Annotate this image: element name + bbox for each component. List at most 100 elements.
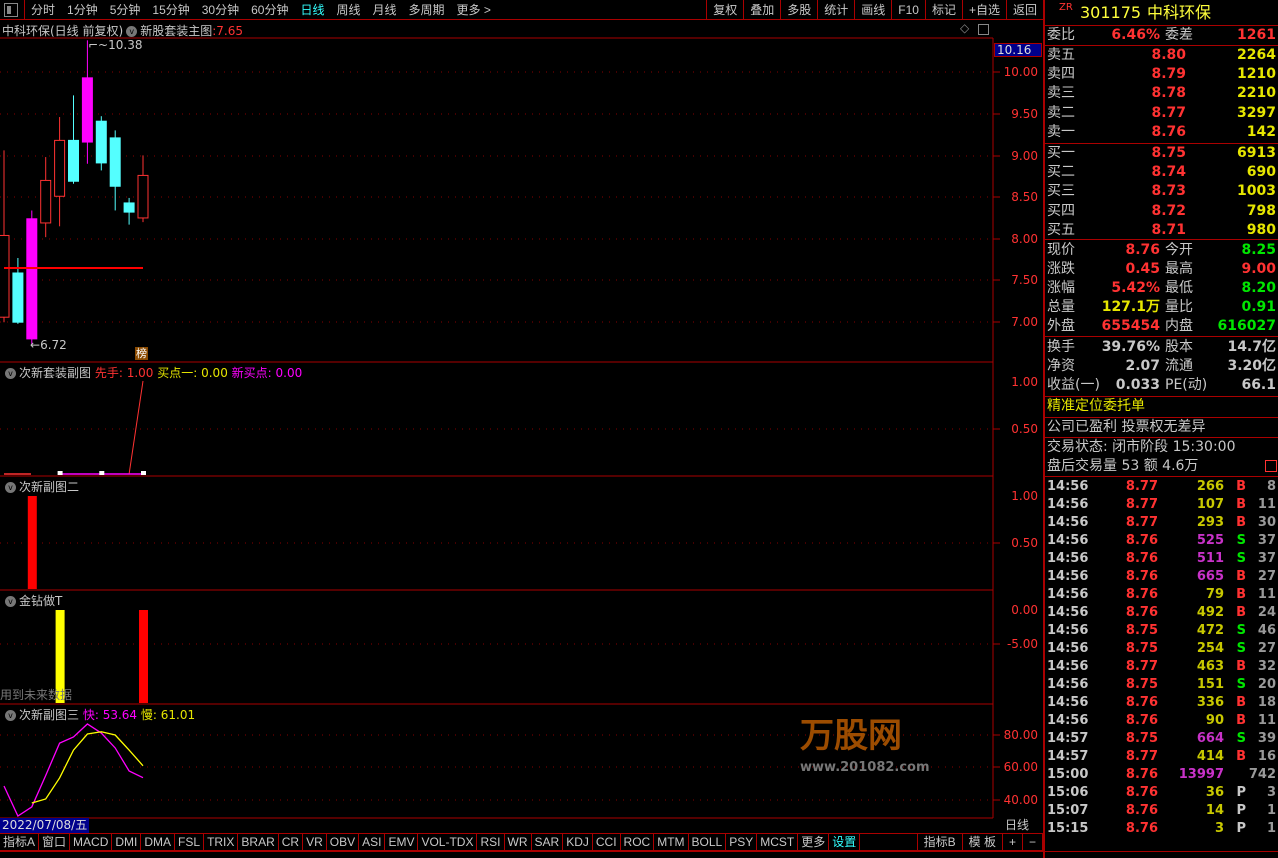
tick-price: 8.76 <box>1125 695 1158 710</box>
indicator-tab[interactable]: DMI <box>112 834 142 850</box>
indicator-tab[interactable]: VR <box>303 834 327 850</box>
indicator-tab[interactable]: VOL-TDX <box>418 834 478 850</box>
indicator-tab[interactable]: MCST <box>757 834 799 850</box>
action-button[interactable]: 复权 <box>706 0 743 20</box>
indicator-tab[interactable]: FSL <box>175 834 205 850</box>
precise-order-link[interactable]: 精准定位委托单 <box>1047 398 1145 414</box>
indicator-tab[interactable]: KDJ <box>563 834 593 850</box>
indicator-tab[interactable]: 更多 <box>798 834 830 850</box>
tick-price: 8.77 <box>1125 515 1158 530</box>
period-tab[interactable]: 日线 <box>300 3 325 17</box>
diamond-icon[interactable]: ◇ <box>960 21 970 35</box>
action-button[interactable]: 统计 <box>817 0 854 20</box>
tick-price: 8.76 <box>1125 803 1158 818</box>
period-tab[interactable]: 1分钟 <box>67 3 98 17</box>
indicator-tab[interactable]: 设置 <box>829 834 861 850</box>
watermark-logo: 万股网 <box>800 716 902 756</box>
sub3-title[interactable]: 金钻做T <box>19 594 63 608</box>
tick-time: 14:56 <box>1047 569 1089 584</box>
tick-price: 8.76 <box>1125 821 1158 836</box>
indicator-name[interactable]: 新股套装主图 <box>140 24 213 38</box>
period-tab[interactable]: 分时 <box>31 3 56 17</box>
indicator-tab[interactable]: MTM <box>654 834 689 850</box>
chevron-down-icon[interactable]: v <box>5 710 16 721</box>
y-tick-label: 8.50 <box>1011 190 1038 204</box>
indicator-tab[interactable]: CCI <box>593 834 621 850</box>
stock-name[interactable]: 中科环保 <box>1147 3 1212 22</box>
action-button[interactable]: +自选 <box>961 0 1006 20</box>
maximize-icon[interactable] <box>978 24 989 35</box>
tick-row: 15:07 8.76 14 P 1 <box>1047 802 1276 820</box>
tick-count: 20 <box>1257 677 1276 692</box>
candle-body <box>26 218 38 340</box>
bar-chart-icon[interactable] <box>1265 460 1277 472</box>
action-button[interactable]: 标记 <box>924 0 962 20</box>
level-volume: 2210 <box>1237 85 1276 102</box>
indicator-tab[interactable]: PSY <box>726 834 758 850</box>
tick-side: B <box>1236 569 1246 584</box>
indicator-tab-right[interactable]: + <box>1003 834 1023 850</box>
candle-body <box>109 137 121 187</box>
indicator-tab-right[interactable]: 指标B <box>918 834 963 850</box>
sub1-title[interactable]: 次新套装副图 <box>19 366 92 380</box>
period-tab[interactable]: 月线 <box>372 3 397 17</box>
action-button[interactable]: 返回 <box>1005 0 1043 20</box>
period-tab[interactable]: 多周期 <box>408 3 445 17</box>
indicator-tab[interactable]: TRIX <box>204 834 239 850</box>
level-label: 买四 <box>1047 202 1075 219</box>
chart-canvas[interactable] <box>0 0 1043 833</box>
ranking-badge[interactable]: 榜 <box>135 347 148 360</box>
action-button[interactable]: 叠加 <box>743 0 780 20</box>
tick-price: 8.75 <box>1125 641 1158 656</box>
indicator-tab[interactable]: BRAR <box>238 834 279 850</box>
indicator-tab[interactable]: EMV <box>385 834 419 850</box>
stock-code[interactable]: 301175 <box>1080 3 1142 22</box>
indicator-tab[interactable]: ROC <box>621 834 655 850</box>
indicator-tab[interactable]: ASI <box>359 834 386 850</box>
indicator-tab[interactable]: OBV <box>327 834 360 850</box>
tick-side: B <box>1236 605 1246 620</box>
fundamental-row: 净资 2.07 流通 3.20亿 <box>1047 357 1276 376</box>
indicator-tab[interactable]: 指标A <box>0 834 40 850</box>
tick-row: 14:56 8.76 90 B 11 <box>1047 712 1276 730</box>
chevron-down-icon[interactable]: v <box>5 596 16 607</box>
indicator-tab[interactable]: SAR <box>532 834 564 850</box>
indicator-tab[interactable]: BOLL <box>689 834 727 850</box>
period-tab[interactable]: 15分钟 <box>152 3 190 17</box>
action-button[interactable]: 画线 <box>854 0 891 20</box>
indicator-tab-right[interactable]: 模 板 <box>963 834 1003 850</box>
fund-value: 3.20亿 <box>1227 358 1276 374</box>
indicator-tab[interactable]: DMA <box>141 834 176 850</box>
stat-value: 8.25 <box>1241 242 1276 258</box>
panel-toggle-icon[interactable] <box>4 2 18 17</box>
tick-time: 14:56 <box>1047 677 1089 692</box>
indicator-tab[interactable]: 窗口 <box>39 834 71 850</box>
tick-price: 8.77 <box>1125 659 1158 674</box>
period-tab[interactable]: 周线 <box>336 3 361 17</box>
period-tab[interactable]: 60分钟 <box>251 3 289 17</box>
action-button[interactable]: 多股 <box>780 0 817 20</box>
chevron-down-icon[interactable]: v <box>5 482 16 493</box>
stat-value: 616027 <box>1217 318 1276 334</box>
indicator-tab[interactable]: CR <box>279 834 304 850</box>
indicator-tab-right[interactable]: − <box>1023 834 1043 850</box>
indicator-tab[interactable]: MACD <box>70 834 113 850</box>
fundamental-row: 收益(一) 0.033 PE(动) 66.1 <box>1047 376 1276 395</box>
indicator-tab[interactable]: WR <box>505 834 532 850</box>
action-button[interactable]: F10 <box>891 0 925 20</box>
period-tab[interactable]: 5分钟 <box>109 3 141 17</box>
chevron-down-icon[interactable]: v <box>126 26 138 37</box>
tick-count: 11 <box>1257 497 1276 512</box>
sub4-title[interactable]: 次新副图三 <box>19 708 80 722</box>
chevron-down-icon[interactable]: v <box>5 368 16 379</box>
period-tab[interactable]: 更多 > <box>456 3 491 17</box>
indicator-tab[interactable]: RSI <box>477 834 505 850</box>
level-label: 买三 <box>1047 183 1075 200</box>
tick-time: 14:56 <box>1047 587 1089 602</box>
sub2-title[interactable]: 次新副图二 <box>19 480 80 494</box>
tick-side: B <box>1236 749 1246 764</box>
period-tab[interactable]: 30分钟 <box>201 3 240 17</box>
fundamental-row: 换手 39.76% 股本 14.7亿 <box>1047 338 1276 357</box>
tick-time: 14:56 <box>1047 695 1089 710</box>
tick-count: 11 <box>1257 587 1276 602</box>
